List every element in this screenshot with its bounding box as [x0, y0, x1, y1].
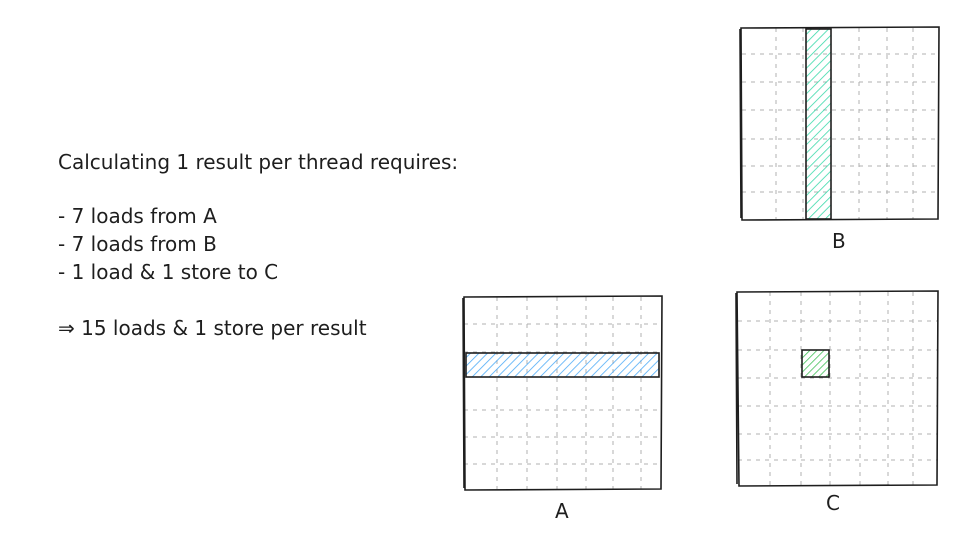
matrix-c-label: C — [826, 491, 840, 515]
matrix-b-label: B — [832, 229, 846, 253]
matrix-c: C — [735, 290, 939, 515]
description-line-2: - 7 loads from A — [58, 204, 217, 228]
matrix-a-highlight-row — [465, 352, 660, 378]
matrix-b-grid — [742, 28, 938, 219]
matrix-a-frame — [462, 295, 663, 491]
matrix-b-highlight-column — [805, 28, 832, 220]
matrix-a-label: A — [555, 499, 569, 523]
matrix-c-grid — [738, 292, 938, 485]
description-text: Calculating 1 result per thread requires… — [58, 150, 458, 340]
matrix-a: A — [462, 295, 663, 523]
matrix-b: B — [739, 26, 940, 253]
matrix-a-grid — [464, 297, 661, 489]
matrix-c-highlight-cell — [801, 349, 830, 378]
description-line-3: - 7 loads from B — [58, 232, 217, 256]
description-line-1: Calculating 1 result per thread requires… — [58, 150, 458, 174]
matrix-c-frame — [735, 290, 939, 487]
description-line-4: - 1 load & 1 store to C — [58, 260, 278, 284]
description-line-5: ⇒ 15 loads & 1 store per result — [58, 316, 367, 340]
matrix-b-frame — [739, 26, 940, 221]
